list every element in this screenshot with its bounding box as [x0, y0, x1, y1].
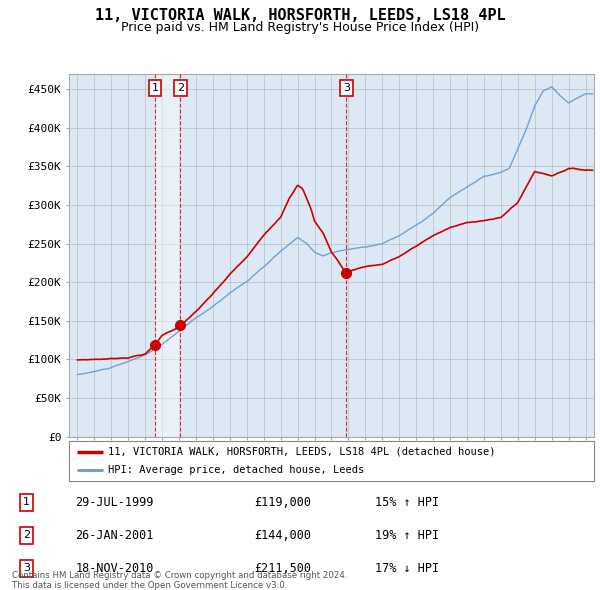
Text: £119,000: £119,000: [254, 496, 311, 509]
Text: HPI: Average price, detached house, Leeds: HPI: Average price, detached house, Leed…: [109, 465, 365, 475]
Text: Price paid vs. HM Land Registry's House Price Index (HPI): Price paid vs. HM Land Registry's House …: [121, 21, 479, 34]
Text: 3: 3: [343, 83, 350, 93]
Bar: [155, 74, 180, 437]
Text: 17% ↓ HPI: 17% ↓ HPI: [375, 562, 439, 575]
Text: 1: 1: [151, 83, 158, 93]
Text: 11, VICTORIA WALK, HORSFORTH, LEEDS, LS18 4PL (detached house): 11, VICTORIA WALK, HORSFORTH, LEEDS, LS1…: [109, 447, 496, 457]
Text: £211,500: £211,500: [254, 562, 311, 575]
Text: 11, VICTORIA WALK, HORSFORTH, LEEDS, LS18 4PL: 11, VICTORIA WALK, HORSFORTH, LEEDS, LS1…: [95, 8, 505, 22]
Text: 19% ↑ HPI: 19% ↑ HPI: [375, 529, 439, 542]
Text: 26-JAN-2001: 26-JAN-2001: [76, 529, 154, 542]
Text: 18-NOV-2010: 18-NOV-2010: [76, 562, 154, 575]
Text: £144,000: £144,000: [254, 529, 311, 542]
Text: 2: 2: [177, 83, 184, 93]
Text: 15% ↑ HPI: 15% ↑ HPI: [375, 496, 439, 509]
Text: 1: 1: [23, 497, 30, 507]
Text: 29-JUL-1999: 29-JUL-1999: [76, 496, 154, 509]
Text: 3: 3: [23, 563, 30, 573]
Text: Contains HM Land Registry data © Crown copyright and database right 2024.
This d: Contains HM Land Registry data © Crown c…: [12, 571, 347, 590]
Text: 2: 2: [23, 530, 30, 540]
